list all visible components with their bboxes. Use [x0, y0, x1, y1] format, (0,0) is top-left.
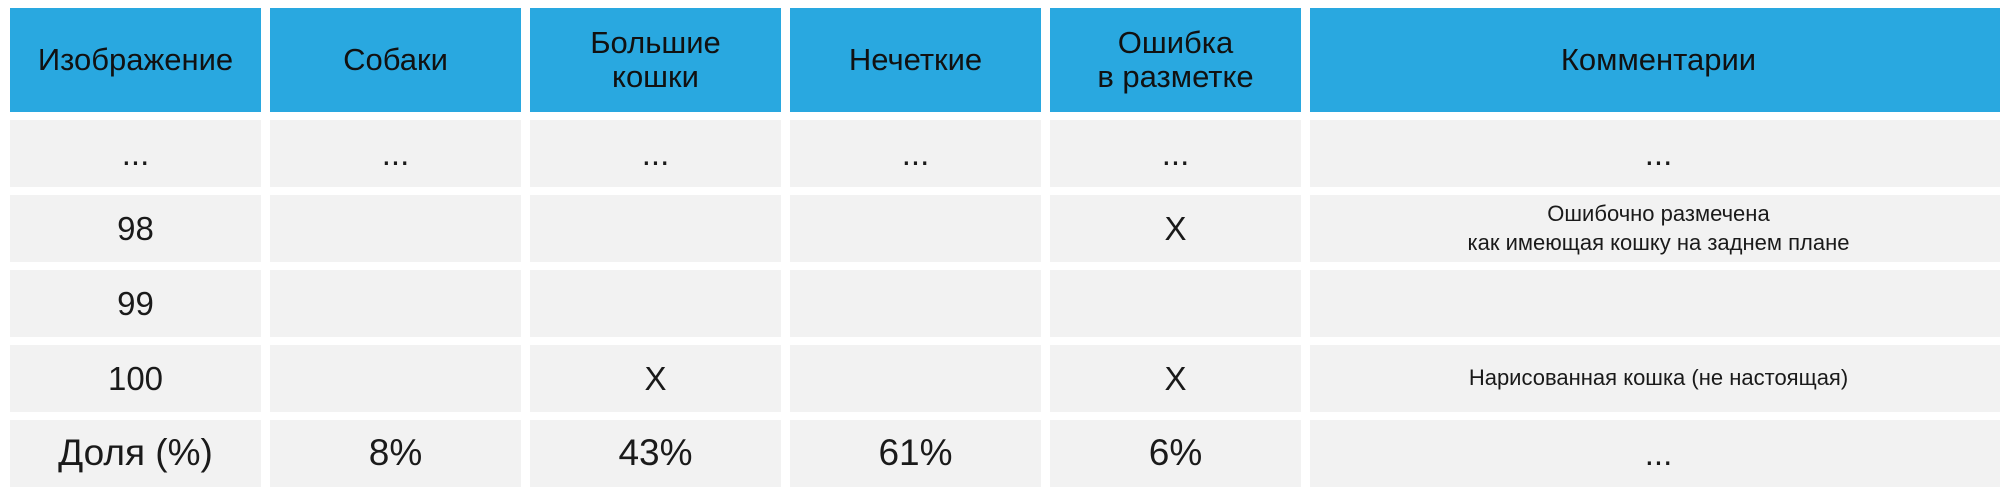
header-label-error: Ошибка в разметке — [1050, 8, 1301, 112]
table-cell-label-error: ... — [1050, 120, 1301, 187]
table-cell-dogs — [270, 195, 521, 262]
header-blurry-label: Нечеткие — [848, 41, 983, 77]
totals-comment: ... — [1310, 420, 2000, 487]
table-cell-big-cats: ... — [530, 120, 781, 187]
table-cell-image: 98 — [10, 195, 261, 262]
table-cell-dogs — [270, 270, 521, 337]
header-label-error-label: Ошибка в разметке — [1097, 24, 1254, 94]
table-cell-blurry — [790, 345, 1041, 412]
header-comments: Комментарии — [1310, 8, 2000, 112]
header-big-cats-line-1: Большие — [590, 24, 721, 60]
table-cell-image: 99 — [10, 270, 261, 337]
header-dogs-label: Собаки — [343, 41, 448, 77]
table-cell-comment — [1310, 270, 2000, 337]
table-cell-label-error: X — [1050, 345, 1301, 412]
header-label-error-line-2: в разметке — [1097, 59, 1254, 94]
table-cell-comment: ... — [1310, 120, 2000, 187]
totals-dogs: 8% — [270, 420, 521, 487]
header-image-label: Изображение — [37, 41, 234, 77]
header-big-cats: Большие кошки — [530, 8, 781, 112]
header-label-error-line-1: Ошибка — [1117, 24, 1234, 60]
header-dogs: Собаки — [270, 8, 521, 112]
comment-line-2: как имеющая кошку на заднем плане — [1467, 229, 1850, 255]
table-cell-big-cats — [530, 195, 781, 262]
table-cell-big-cats — [530, 270, 781, 337]
table-cell-dogs: ... — [270, 120, 521, 187]
comment-text: Ошибочно размечена как имеющая кошку на … — [1468, 200, 1850, 257]
table-cell-blurry — [790, 270, 1041, 337]
table-cell-comment: Ошибочно размечена как имеющая кошку на … — [1310, 195, 2000, 262]
table-cell-dogs — [270, 345, 521, 412]
table-cell-label-error: X — [1050, 195, 1301, 262]
table-cell-comment: Нарисованная кошка (не настоящая) — [1310, 345, 2000, 412]
table-cell-label-error — [1050, 270, 1301, 337]
table-cell-blurry — [790, 195, 1041, 262]
table-cell-image: 100 — [10, 345, 261, 412]
table-cell-big-cats: X — [530, 345, 781, 412]
totals-blurry: 61% — [790, 420, 1041, 487]
table-cell-blurry: ... — [790, 120, 1041, 187]
error-analysis-table: Изображение Собаки Большие кошки Нечетки… — [10, 8, 2000, 487]
table-cell-image: ... — [10, 120, 261, 187]
totals-big-cats: 43% — [530, 420, 781, 487]
header-big-cats-label: Большие кошки — [590, 24, 721, 94]
header-big-cats-line-2: кошки — [612, 59, 699, 94]
comment-line-1: Ошибочно размечена — [1547, 200, 1770, 226]
header-image: Изображение — [10, 8, 261, 112]
header-blurry: Нечеткие — [790, 8, 1041, 112]
header-comments-label: Комментарии — [1560, 41, 1757, 77]
totals-label: Доля (%) — [10, 420, 261, 487]
totals-label-error: 6% — [1050, 420, 1301, 487]
